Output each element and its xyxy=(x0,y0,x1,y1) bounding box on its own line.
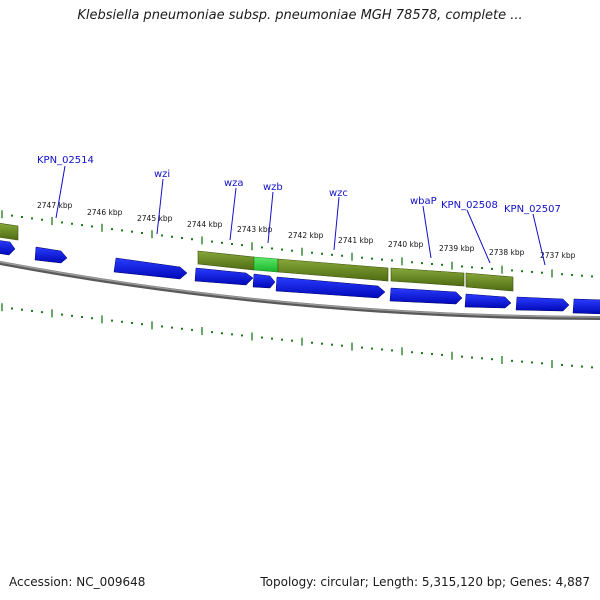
scale-labels: 2747 kbp 2746 kbp 2745 kbp 2744 kbp 2743… xyxy=(37,201,576,260)
cds-arrow-wzc[interactable] xyxy=(275,276,386,299)
scale-ticks-inner xyxy=(1,303,593,369)
cds-arrow-wza[interactable] xyxy=(194,267,254,286)
gene-bar-wbaP[interactable] xyxy=(390,267,465,287)
cds-arrow[interactable] xyxy=(34,246,68,264)
tick-label: 2743 kbp xyxy=(237,225,273,234)
leader-line xyxy=(229,187,237,241)
leader-line xyxy=(267,191,274,244)
label-leaders xyxy=(55,165,546,266)
tick-label: 2744 kbp xyxy=(187,220,223,229)
gene-label-kpn-02508[interactable]: KPN_02508 xyxy=(441,200,498,211)
gene-label-wzi[interactable]: wzi xyxy=(154,169,170,180)
tick-label: 2745 kbp xyxy=(137,214,173,223)
gene-label-kpn-02514[interactable]: KPN_02514 xyxy=(37,155,94,166)
gene-bar-wza[interactable] xyxy=(197,250,255,271)
leader-line xyxy=(55,165,66,219)
leader-line xyxy=(466,209,491,264)
gene-label-wza[interactable]: wza xyxy=(224,178,244,189)
cds-arrow-kpn-02508[interactable] xyxy=(464,293,512,309)
cds-arrow-wbaP[interactable] xyxy=(389,287,463,305)
gene-label-wbaP[interactable]: wbaP xyxy=(410,196,437,207)
scale-ticks-outer xyxy=(1,210,593,278)
map-title: Klebsiella pneumoniae subsp. pneumoniae … xyxy=(77,8,523,23)
gene-label-kpn-02507[interactable]: KPN_02507 xyxy=(504,204,561,215)
accession-text: Accession: NC_009648 xyxy=(9,575,146,589)
cds-arrow[interactable] xyxy=(572,298,600,315)
cds-track xyxy=(0,240,600,315)
tick-label: 2741 kbp xyxy=(338,236,374,245)
gene-label-wzb[interactable]: wzb xyxy=(263,182,283,193)
cds-arrow[interactable] xyxy=(113,257,188,280)
tick-label: 2740 kbp xyxy=(388,240,424,249)
gene-label-wzc[interactable]: wzc xyxy=(329,188,348,199)
leader-line xyxy=(532,213,546,266)
tick-label: 2738 kbp xyxy=(489,248,525,257)
cds-arrow-kpn-02507[interactable] xyxy=(515,296,570,312)
tick-label: 2742 kbp xyxy=(288,231,324,240)
cds-arrow[interactable] xyxy=(0,240,16,256)
genome-backbone xyxy=(0,260,600,320)
gene-bar-wzb-highlight[interactable] xyxy=(253,256,279,273)
gene-track xyxy=(0,222,514,292)
cds-arrow-wzb[interactable] xyxy=(252,273,276,289)
tick-label: 2747 kbp xyxy=(37,201,73,210)
gene-bar[interactable] xyxy=(0,222,19,241)
genome-summary-text: Topology: circular; Length: 5,315,120 bp… xyxy=(260,575,590,589)
gene-bar-kpn-02508[interactable] xyxy=(465,272,514,292)
tick-label: 2739 kbp xyxy=(439,244,475,253)
gene-labels: KPN_02514 wzi wza wzb wzc wbaP KPN_02508… xyxy=(37,155,561,215)
leader-line xyxy=(333,196,340,251)
leader-line xyxy=(422,205,432,259)
leader-line xyxy=(156,178,164,235)
tick-label: 2737 kbp xyxy=(540,251,576,260)
gene-bar-wzc[interactable] xyxy=(277,258,389,282)
tick-label: 2746 kbp xyxy=(87,208,123,217)
